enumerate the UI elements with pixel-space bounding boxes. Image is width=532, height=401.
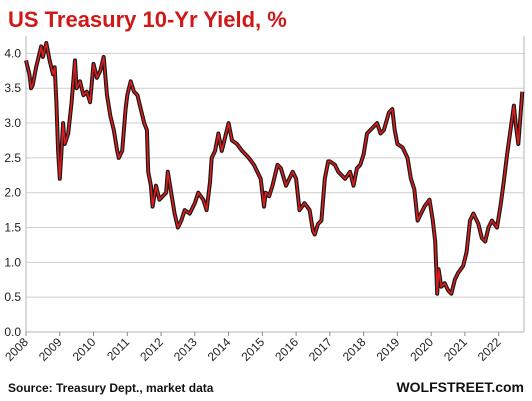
x-tick-label: 2017: [306, 335, 335, 364]
x-tick-label: 2022: [475, 335, 504, 364]
x-tick-label: 2013: [171, 335, 200, 364]
y-tick-label: 4.0: [4, 46, 21, 60]
x-tick-label: 2010: [70, 335, 99, 364]
y-tick-label: 2.5: [4, 151, 21, 165]
x-tick-label: 2008: [2, 335, 31, 364]
grid-lines: [26, 52, 524, 333]
source-note: Source: Treasury Dept., market data: [8, 381, 214, 395]
x-tick-label: 2012: [137, 335, 166, 364]
y-tick-label: 0.5: [4, 290, 21, 304]
x-tick-label: 2016: [272, 335, 301, 364]
axes: [25, 36, 525, 333]
x-tick-label: 2009: [36, 335, 65, 364]
chart-title: US Treasury 10-Yr Yield, %: [8, 7, 287, 32]
x-tick-label: 2011: [104, 335, 132, 363]
series-line-shadow: [24, 41, 525, 296]
x-tick-label: 2019: [374, 335, 403, 364]
x-tick-label: 2018: [340, 335, 369, 364]
y-axis-ticks: 0.0 0.5 1.0 1.5 2.0 2.5 3.0 3.5 4.0: [4, 46, 21, 339]
series-group: [24, 41, 525, 296]
y-tick-label: 1.5: [4, 221, 21, 235]
series-line: [25, 42, 524, 295]
y-tick-label: 3.5: [4, 81, 21, 95]
y-tick-label: 3.0: [4, 116, 21, 130]
x-tick-label: 2020: [407, 335, 436, 364]
brand-label: WOLFSTREET.com: [396, 379, 524, 395]
x-axis-ticks: 2008 2009 2010 2011 2012 2013 2014 2015 2016 2017…: [2, 332, 504, 364]
x-tick-label: 2015: [239, 335, 268, 364]
x-tick-label: 2014: [205, 335, 234, 364]
x-tick-label: 2021: [441, 335, 470, 364]
y-tick-label: 0.0: [4, 325, 21, 339]
y-tick-label: 2.0: [4, 186, 21, 200]
y-tick-label: 1.0: [4, 255, 21, 269]
